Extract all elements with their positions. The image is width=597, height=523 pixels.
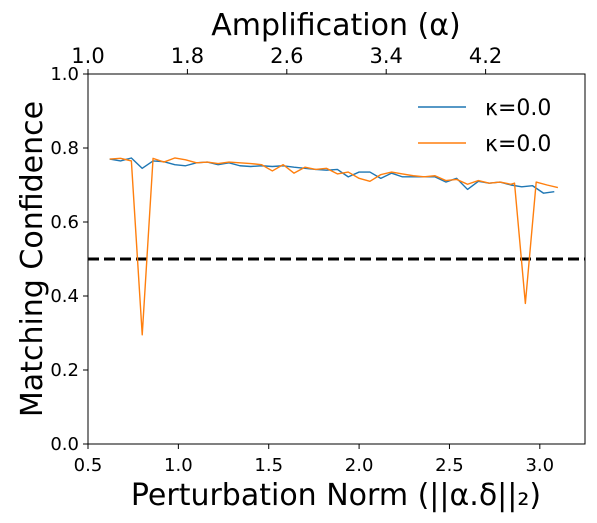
x-tick-label: 0.5 bbox=[74, 455, 103, 476]
y-tick-label: 1.0 bbox=[50, 64, 79, 85]
plot-lines bbox=[88, 157, 585, 336]
legend-label-2: κ=0.0 bbox=[485, 132, 551, 157]
y-tick-label: 0.6 bbox=[50, 212, 79, 233]
top-tick-label: 3.4 bbox=[369, 44, 402, 68]
legend-label-1: κ=0.0 bbox=[485, 96, 551, 121]
x-tick-label: 2.0 bbox=[345, 455, 374, 476]
y-tick-label: 0.8 bbox=[50, 138, 79, 159]
top-tick-label: 4.2 bbox=[469, 44, 502, 68]
top-tick-label: 1.0 bbox=[71, 44, 104, 68]
series-line-2 bbox=[109, 157, 559, 336]
legend: κ=0.0 κ=0.0 bbox=[418, 96, 551, 157]
top-tick-label: 1.8 bbox=[171, 44, 204, 68]
x-tick-label: 3.0 bbox=[525, 455, 554, 476]
x-axis-label: Perturbation Norm (||α.δ||₂) bbox=[131, 478, 541, 513]
axis-ticks: 0.5 1.0 1.5 2.0 2.5 3.00.00.20.40.60.81.01.0 1… bbox=[50, 44, 554, 476]
x-tick-label: 2.5 bbox=[435, 455, 464, 476]
top-tick-label: 2.6 bbox=[270, 44, 303, 68]
y-axis-label: Matching Confidence bbox=[15, 101, 50, 417]
plot-frame bbox=[87, 73, 586, 445]
y-tick-label: 0.4 bbox=[50, 286, 79, 307]
y-tick-label: 0.2 bbox=[50, 360, 79, 381]
x-tick-label: 1.5 bbox=[254, 455, 283, 476]
y-tick-label: 0.0 bbox=[50, 434, 79, 455]
top-axis-label: Amplification (α) bbox=[211, 8, 460, 43]
x-tick-label: 1.0 bbox=[164, 455, 193, 476]
